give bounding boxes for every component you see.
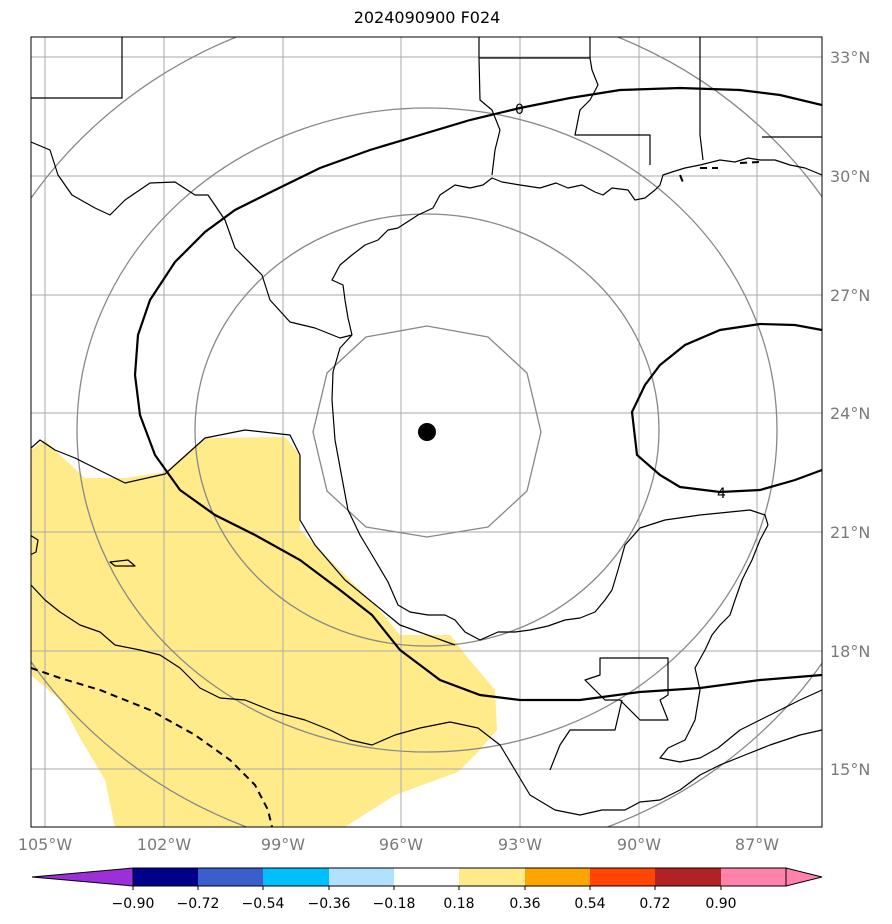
contour-label-four: 4: [717, 486, 726, 502]
colorbar-tick-label: −0.54: [242, 896, 285, 912]
lat-label-18n: 18°N: [830, 642, 870, 661]
lon-label-96w: 96°W: [379, 835, 423, 854]
range-rings: [31, 37, 822, 827]
colorbar-segment: [590, 868, 655, 886]
lat-label-33n: 33°N: [830, 48, 870, 67]
colorbar-tick-label: 0.36: [509, 896, 540, 912]
shaded-region: [31, 437, 497, 827]
colorbar-extend-high: [785, 867, 823, 887]
contours-dashed: [31, 161, 761, 827]
colorbar-segment: [394, 868, 459, 886]
lon-tick-labels: 105°W 102°W 99°W 96°W 93°W 90°W 87°W: [18, 835, 779, 854]
lon-label-99w: 99°W: [261, 835, 305, 854]
contour-label-zero: 0: [515, 102, 524, 118]
colorbar-segment: [329, 868, 394, 886]
lon-label-105w: 105°W: [18, 835, 73, 854]
lat-label-21n: 21°N: [830, 523, 870, 542]
colorbar-tick-label: −0.36: [308, 896, 351, 912]
colorbar-tick-label: 0.18: [443, 896, 474, 912]
colorbar-segment: [525, 868, 590, 886]
colorbar-segment: [263, 868, 329, 886]
range-ring-3: [76, 107, 778, 753]
colorbar-tick-label: 0.54: [574, 896, 605, 912]
storm-center-marker: [418, 423, 436, 441]
graticule: [31, 37, 822, 827]
colorbar-extend-low: [31, 867, 134, 887]
lat-label-15n: 15°N: [830, 760, 870, 779]
map-title: 2024090900 F024: [353, 8, 501, 27]
colorbar-segment: [198, 868, 263, 886]
lon-label-93w: 93°W: [498, 835, 542, 854]
colorbar-tick-label: −0.18: [373, 896, 416, 912]
coastlines: [31, 37, 822, 816]
colorbar-segment: [133, 868, 198, 886]
range-ring-2: [194, 213, 660, 647]
colorbar-segment: [459, 868, 525, 886]
colorbar-tick-label: −0.72: [177, 896, 220, 912]
lon-label-102w: 102°W: [137, 835, 192, 854]
lat-label-24n: 24°N: [830, 404, 870, 423]
lat-label-27n: 27°N: [830, 286, 870, 305]
lon-label-87w: 87°W: [735, 835, 779, 854]
range-ring-1: [312, 325, 542, 538]
lat-label-30n: 30°N: [830, 167, 870, 186]
colorbar-tick-label: 0.72: [639, 896, 670, 912]
colorbar-segment: [655, 868, 721, 886]
lon-label-90w: 90°W: [617, 835, 661, 854]
colorbar-tick-label: −0.90: [112, 896, 155, 912]
contours-solid: [133, 86, 822, 702]
colorbar: −0.90 −0.72 −0.54 −0.36 −0.18 0.18 0.36 …: [31, 867, 823, 912]
colorbar-tick-label: 0.90: [705, 896, 736, 912]
lat-tick-labels: 33°N 30°N 27°N 24°N 21°N 18°N 15°N: [830, 48, 870, 779]
colorbar-segment: [721, 868, 786, 886]
map-frame: [30, 36, 823, 828]
